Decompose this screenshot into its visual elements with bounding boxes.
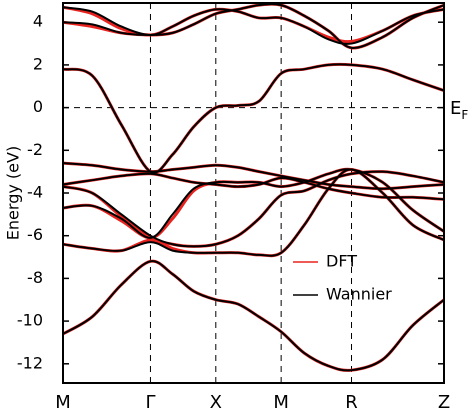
y-tick-label: 2: [33, 54, 43, 73]
band-line: [62, 6, 445, 45]
band-line: [62, 168, 445, 257]
y-tick-label: 0: [33, 97, 43, 116]
x-tick-label: M: [55, 392, 71, 413]
y-tick-label: -2: [27, 140, 43, 159]
x-tick-label: X: [210, 392, 222, 413]
plot-frame: [62, 2, 445, 384]
x-tick-label: R: [345, 392, 358, 413]
band-line: [62, 167, 445, 240]
y-axis-label: Energy (eV): [4, 146, 23, 240]
y-tick-label: -12: [17, 353, 43, 372]
fermi-label-sub: F: [461, 108, 468, 122]
band-line: [62, 63, 445, 174]
band-line: [62, 3, 445, 49]
x-tick-label: Z: [438, 392, 450, 413]
fermi-label-main: E: [450, 98, 461, 119]
y-tick-label: 4: [33, 12, 43, 31]
legend-label: DFT: [326, 252, 357, 271]
band-line: [62, 168, 445, 239]
band-line: [62, 172, 445, 201]
fermi-label: EF: [450, 98, 468, 122]
legend-label: Wannier: [326, 285, 392, 304]
x-tick-label: M: [273, 392, 289, 413]
x-tick-label: Γ: [145, 392, 155, 413]
y-tick-label: -6: [27, 225, 43, 244]
band-line: [62, 259, 445, 372]
band-line: [62, 62, 445, 175]
band-line: [62, 162, 445, 190]
band-line: [62, 170, 445, 248]
band-line: [62, 260, 445, 372]
y-tick-label: -10: [17, 311, 43, 330]
y-tick-label: -4: [27, 183, 43, 202]
y-tick-label: -8: [27, 268, 43, 287]
